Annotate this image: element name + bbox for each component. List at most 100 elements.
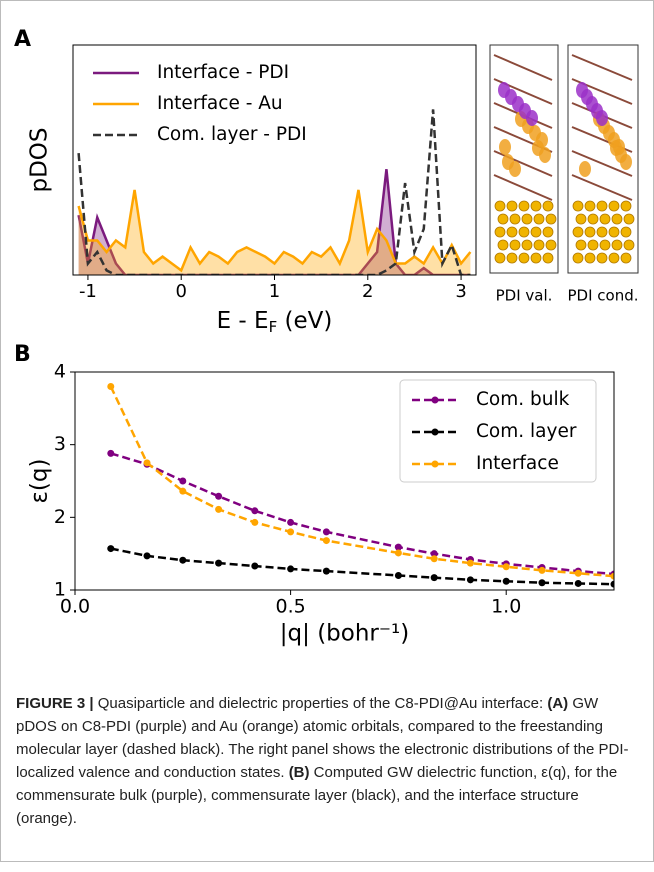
atom	[531, 253, 541, 263]
point	[144, 459, 151, 466]
legend-label: Com. layer - PDI	[157, 124, 307, 145]
y-axis-label: pDOS	[27, 127, 53, 192]
point	[538, 579, 545, 586]
atom	[597, 227, 607, 237]
atom	[534, 240, 544, 250]
atom	[543, 201, 553, 211]
x-tick-label: 3	[455, 281, 466, 302]
y-tick-label: 3	[54, 433, 66, 455]
x-tick-label: 2	[362, 281, 373, 302]
legend-label: Interface - PDI	[157, 62, 289, 83]
x-tick-label: -1	[79, 281, 97, 302]
point	[215, 506, 222, 513]
atom	[585, 253, 595, 263]
atom	[507, 227, 517, 237]
atom	[522, 240, 532, 250]
caption-text: (B)	[289, 764, 310, 781]
legend-label: Com. layer	[476, 421, 577, 442]
atom	[612, 240, 622, 250]
atom	[534, 214, 544, 224]
atom	[621, 253, 631, 263]
point	[179, 557, 186, 564]
x-axis-label-part: F	[269, 318, 278, 336]
y-axis-label: ε(q)	[27, 459, 53, 504]
atom	[576, 240, 586, 250]
orbital	[526, 110, 538, 126]
atom	[573, 227, 583, 237]
atom	[498, 214, 508, 224]
y-tick-label: 2	[54, 506, 66, 528]
point	[251, 563, 258, 570]
atom	[597, 201, 607, 211]
atom	[510, 214, 520, 224]
atom	[495, 227, 505, 237]
point	[323, 537, 330, 544]
atom	[543, 227, 553, 237]
caption-text: FIGURE 3 |	[16, 695, 94, 712]
image-label: PDI cond.	[567, 287, 638, 305]
page: PDI val. PDI cond. A-10123pDOSE - EF (eV…	[0, 0, 654, 872]
atom	[573, 201, 583, 211]
atom	[519, 201, 529, 211]
point	[467, 560, 474, 567]
point	[215, 493, 222, 500]
point	[323, 528, 330, 535]
image-label: PDI val.	[496, 287, 553, 305]
atom	[588, 240, 598, 250]
point	[287, 528, 294, 535]
atom	[600, 214, 610, 224]
atom	[621, 227, 631, 237]
caption-text: Quasiparticle and dielectric properties …	[94, 695, 548, 712]
orbital-images: PDI val. PDI cond.	[490, 45, 639, 305]
point	[215, 560, 222, 567]
atom	[531, 201, 541, 211]
point	[538, 567, 545, 574]
atom	[585, 227, 595, 237]
atom	[543, 253, 553, 263]
atom	[498, 240, 508, 250]
atom	[519, 253, 529, 263]
atom	[576, 214, 586, 224]
orbital	[613, 139, 625, 155]
point	[431, 574, 438, 581]
atom	[507, 201, 517, 211]
caption-text: (A)	[547, 695, 568, 712]
x-tick-label: 0.5	[275, 596, 305, 618]
legend-label: Interface - Au	[157, 93, 283, 114]
x-axis-label: |q| (bohr⁻¹)	[280, 621, 409, 647]
atom	[612, 214, 622, 224]
point	[107, 545, 114, 552]
atom	[510, 240, 520, 250]
point	[144, 552, 151, 559]
point	[467, 576, 474, 583]
x-tick-label: 1.0	[491, 596, 521, 618]
point	[395, 572, 402, 579]
atom	[624, 214, 634, 224]
atom	[546, 240, 556, 250]
point	[251, 519, 258, 526]
orbital	[499, 139, 511, 155]
point	[503, 563, 510, 570]
x-axis-label: E - EF (eV)	[217, 308, 333, 336]
atom	[507, 253, 517, 263]
point	[179, 478, 186, 485]
point	[575, 580, 582, 587]
atom	[609, 227, 619, 237]
orbital	[579, 161, 591, 177]
point	[107, 383, 114, 390]
y-tick-label: 4	[54, 361, 66, 383]
point	[251, 507, 258, 514]
orbital	[536, 132, 548, 148]
panel-label: B	[14, 342, 31, 367]
orbital	[620, 154, 632, 170]
atom	[585, 201, 595, 211]
point	[431, 555, 438, 562]
atom	[495, 253, 505, 263]
legend-marker	[432, 429, 439, 436]
x-tick-label: 0	[175, 281, 186, 302]
point	[179, 488, 186, 495]
atom	[495, 201, 505, 211]
atom	[597, 253, 607, 263]
panel-label: A	[14, 27, 31, 52]
